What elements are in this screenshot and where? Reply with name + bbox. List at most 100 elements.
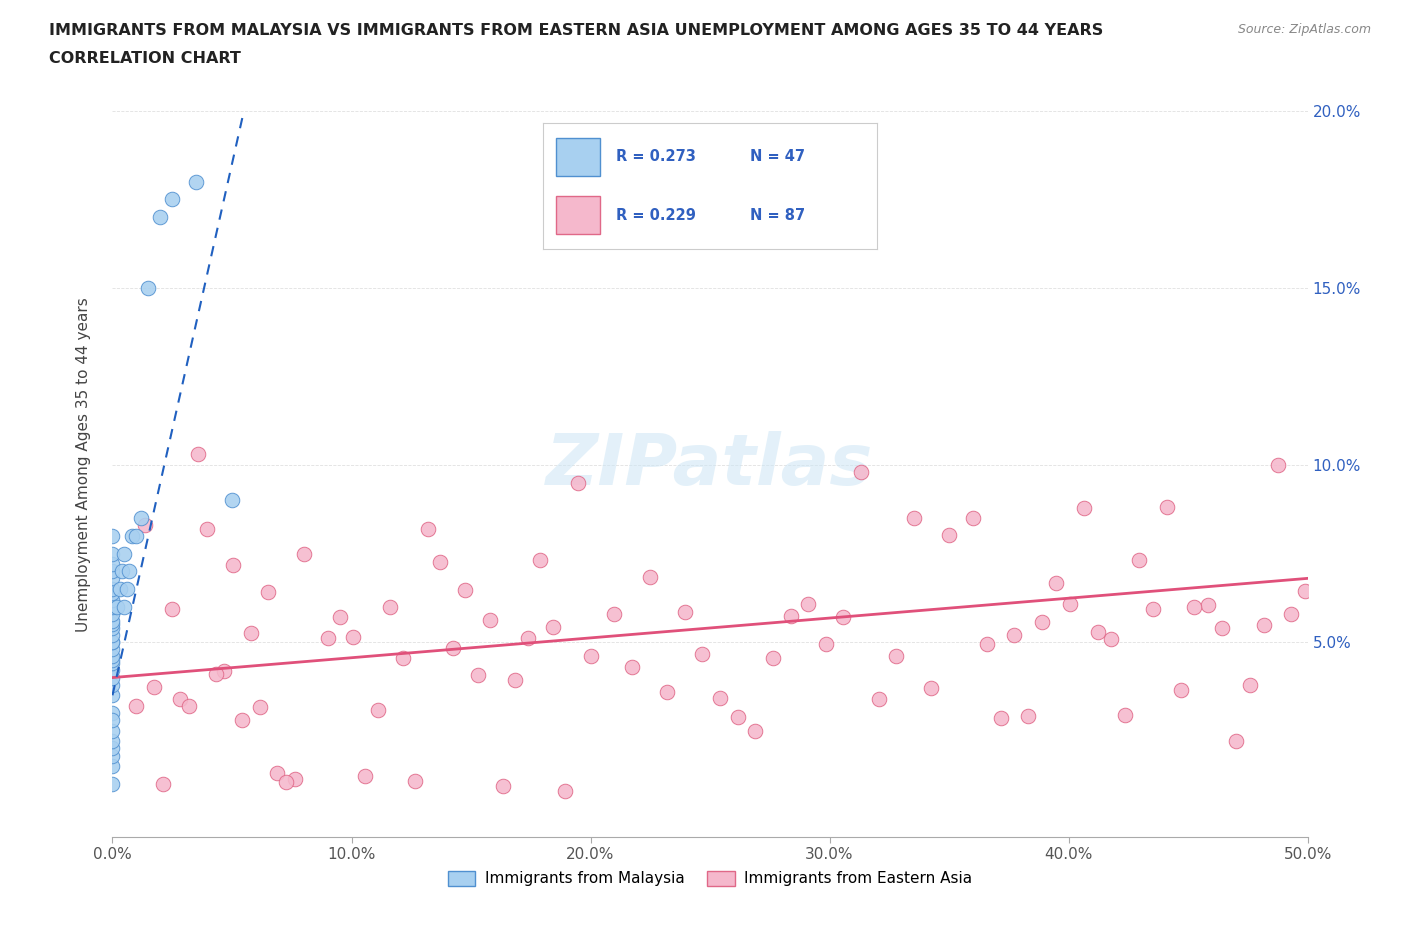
Point xyxy=(101,653,124,668)
Point xyxy=(125,528,148,543)
Point xyxy=(1267,458,1289,472)
Point xyxy=(169,692,191,707)
Point xyxy=(868,692,890,707)
Point xyxy=(441,640,464,655)
Point xyxy=(101,734,124,749)
Point xyxy=(621,659,644,674)
Point xyxy=(1128,552,1150,567)
Point xyxy=(990,711,1012,725)
Point xyxy=(134,518,156,533)
Point xyxy=(342,630,364,644)
Point xyxy=(101,724,124,738)
Legend: Immigrants from Malaysia, Immigrants from Eastern Asia: Immigrants from Malaysia, Immigrants fro… xyxy=(441,864,979,893)
Point xyxy=(162,192,183,206)
Point xyxy=(101,557,124,572)
Point xyxy=(121,528,143,543)
Point xyxy=(479,612,502,627)
Point xyxy=(744,724,766,738)
Point xyxy=(111,564,134,578)
Point xyxy=(114,599,135,614)
Point xyxy=(101,592,124,607)
Point xyxy=(603,606,626,621)
Point xyxy=(692,646,714,661)
Point xyxy=(673,604,696,619)
Point xyxy=(257,585,280,600)
Point xyxy=(454,582,477,597)
Point xyxy=(143,680,166,695)
Point xyxy=(762,650,785,665)
Point xyxy=(903,511,925,525)
Point xyxy=(329,610,352,625)
Point xyxy=(1004,628,1026,643)
Point xyxy=(404,774,426,789)
Point xyxy=(797,597,820,612)
Point xyxy=(638,570,661,585)
Point xyxy=(231,712,253,727)
Point xyxy=(152,777,174,791)
Point xyxy=(222,558,245,573)
Point xyxy=(1184,600,1206,615)
Point xyxy=(204,667,226,682)
Point xyxy=(516,631,538,645)
Point xyxy=(129,511,152,525)
Point xyxy=(1253,618,1275,632)
Point xyxy=(367,702,389,717)
Point xyxy=(101,642,124,657)
Point xyxy=(101,581,124,596)
Point xyxy=(101,614,124,629)
Point xyxy=(529,553,551,568)
Point xyxy=(195,521,218,536)
Point xyxy=(541,619,564,634)
Point xyxy=(266,765,288,780)
Point xyxy=(416,522,439,537)
Point xyxy=(1099,631,1122,646)
Point xyxy=(101,564,124,578)
Point xyxy=(1170,683,1192,698)
Point xyxy=(1114,708,1136,723)
Point xyxy=(814,636,837,651)
Point xyxy=(429,555,451,570)
Point xyxy=(101,656,124,671)
Point xyxy=(1294,583,1316,598)
Point xyxy=(274,775,297,790)
Point xyxy=(101,628,124,643)
Point xyxy=(101,706,124,721)
Point xyxy=(884,648,907,663)
Point xyxy=(101,688,124,703)
Point xyxy=(391,651,413,666)
Y-axis label: Unemployment Among Ages 35 to 44 years: Unemployment Among Ages 35 to 44 years xyxy=(76,298,91,632)
Point xyxy=(101,677,124,692)
Point xyxy=(1045,576,1067,591)
Point xyxy=(467,668,489,683)
Point xyxy=(1087,624,1109,639)
Point xyxy=(186,174,208,189)
Point xyxy=(354,768,377,783)
Point xyxy=(657,684,679,699)
Text: ZIPatlas: ZIPatlas xyxy=(547,431,873,499)
Point xyxy=(114,546,135,561)
Point xyxy=(1156,499,1178,514)
Point xyxy=(1059,596,1081,611)
Point xyxy=(1239,678,1261,693)
Point xyxy=(101,599,124,614)
Point xyxy=(1279,606,1302,621)
Point xyxy=(101,663,124,678)
Point xyxy=(101,759,124,774)
Point xyxy=(101,671,124,685)
Point xyxy=(709,691,731,706)
Point xyxy=(115,581,138,596)
Point xyxy=(779,609,801,624)
Point xyxy=(962,511,984,525)
Point xyxy=(187,447,209,462)
Point xyxy=(101,617,124,631)
Point xyxy=(101,712,124,727)
Point xyxy=(284,771,307,786)
Point xyxy=(938,527,960,542)
Point xyxy=(292,546,315,561)
Point xyxy=(554,783,576,798)
Point xyxy=(727,710,749,724)
Point xyxy=(101,585,124,600)
Point xyxy=(160,602,183,617)
Point xyxy=(101,634,124,649)
Text: IMMIGRANTS FROM MALAYSIA VS IMMIGRANTS FROM EASTERN ASIA UNEMPLOYMENT AMONG AGES: IMMIGRANTS FROM MALAYSIA VS IMMIGRANTS F… xyxy=(49,23,1104,38)
